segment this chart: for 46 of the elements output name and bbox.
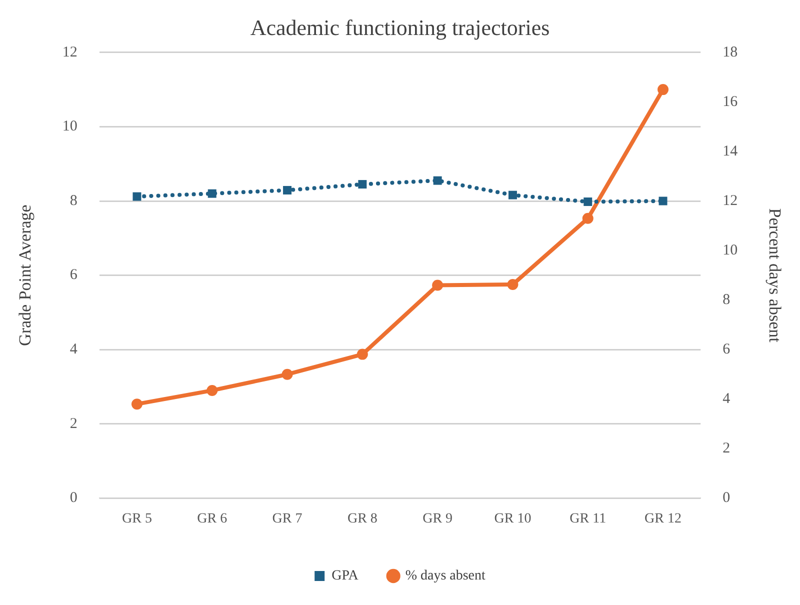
y2-tick-label: 16 xyxy=(722,94,738,110)
point xyxy=(584,198,592,206)
x-tick-label: GR 7 xyxy=(272,511,302,526)
x-tick-label: GR 9 xyxy=(422,511,453,526)
point xyxy=(282,368,293,380)
point xyxy=(658,84,669,96)
point xyxy=(358,180,367,189)
point xyxy=(283,186,292,194)
legend-label: % days absent xyxy=(405,568,486,584)
y-tick-label: 10 xyxy=(62,118,78,135)
y2-tick-label: 8 xyxy=(722,292,730,308)
y2-tick-label: 14 xyxy=(722,143,738,160)
point xyxy=(433,176,442,185)
point xyxy=(131,398,142,410)
point xyxy=(658,196,668,206)
point xyxy=(507,278,518,290)
y2-tick-label: 12 xyxy=(722,192,738,209)
y-tick-label: 8 xyxy=(70,192,78,209)
x-tick-label: GR 5 xyxy=(122,511,152,526)
point xyxy=(132,192,142,201)
y-tick-label: 0 xyxy=(70,490,78,506)
y2-tick-label: 10 xyxy=(722,242,738,258)
x-tick-label: GR 10 xyxy=(494,511,532,526)
y-tick-label: 12 xyxy=(62,44,78,60)
y-tick-label: 6 xyxy=(70,267,78,284)
point xyxy=(356,348,368,360)
x-tick-label: GR 12 xyxy=(644,511,682,526)
point xyxy=(508,190,517,200)
y2-axis-title: Percent days absent xyxy=(765,208,784,343)
y2-tick-label: 18 xyxy=(722,44,738,60)
x-tick-label: GR 11 xyxy=(570,511,606,526)
point xyxy=(206,384,218,396)
y-tick-label: 4 xyxy=(70,342,78,358)
y2-tick-label: 4 xyxy=(722,391,731,408)
y2-tick-label: 6 xyxy=(722,342,731,358)
legend-label: GPA xyxy=(332,568,360,584)
chart-title: Academic functioning trajectories xyxy=(250,14,550,40)
point xyxy=(582,212,594,224)
y-axis-title: Grade Point Average xyxy=(16,204,35,346)
point xyxy=(432,280,444,291)
y2-tick-label: 0 xyxy=(722,490,730,506)
y-tick-label: 2 xyxy=(70,416,78,432)
x-tick-label: GR 6 xyxy=(197,511,228,526)
x-tick-label: GR 8 xyxy=(347,511,378,526)
point xyxy=(208,189,216,198)
y2-tick-label: 2 xyxy=(722,440,730,457)
